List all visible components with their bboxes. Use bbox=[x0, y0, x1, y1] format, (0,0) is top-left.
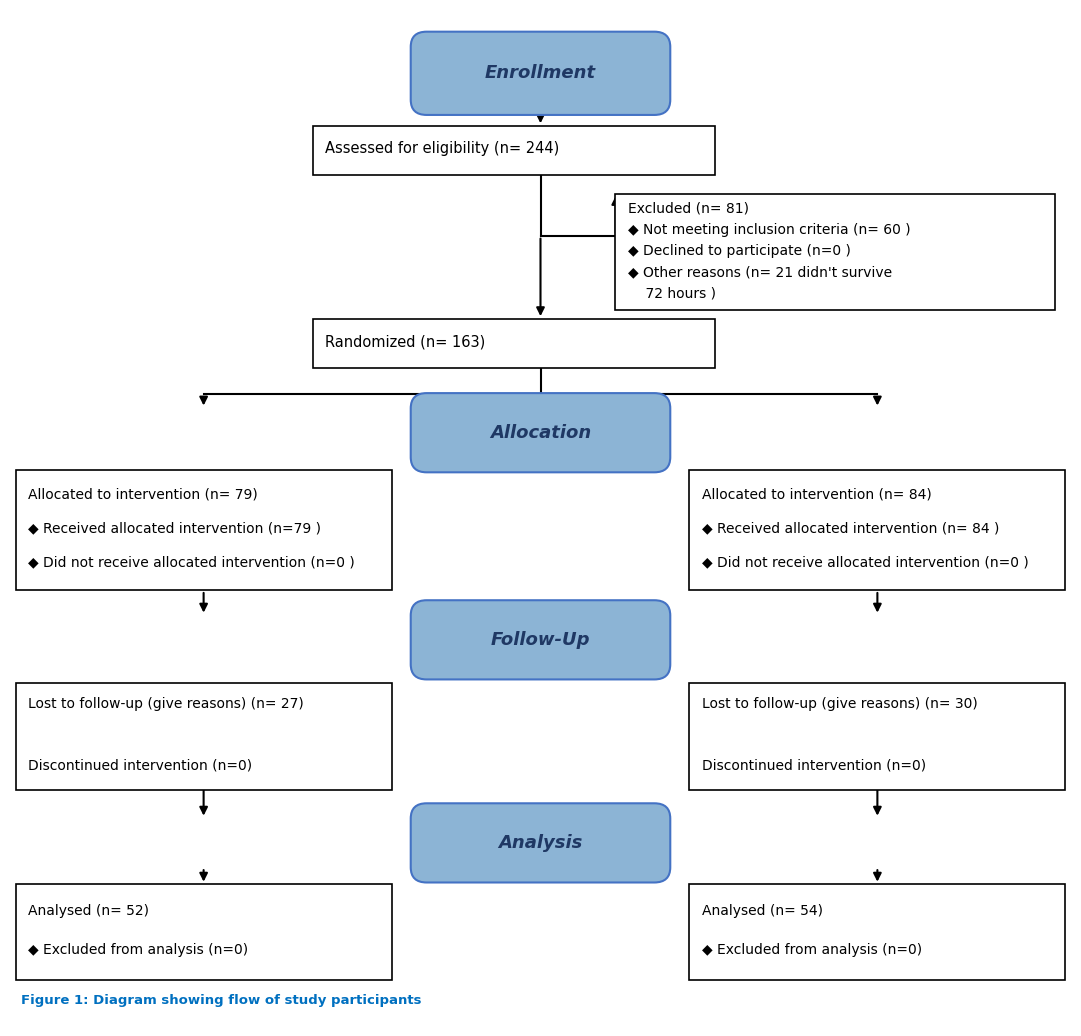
Text: ◆ Did not receive allocated intervention (n=0 ): ◆ Did not receive allocated intervention… bbox=[28, 555, 355, 570]
FancyBboxPatch shape bbox=[15, 470, 391, 591]
FancyBboxPatch shape bbox=[312, 319, 716, 368]
Text: Figure 1: Diagram showing flow of study participants: Figure 1: Diagram showing flow of study … bbox=[22, 995, 422, 1007]
Text: ◆ Excluded from analysis (n=0): ◆ Excluded from analysis (n=0) bbox=[28, 943, 249, 956]
FancyBboxPatch shape bbox=[411, 32, 670, 115]
FancyBboxPatch shape bbox=[690, 683, 1066, 789]
Text: ◆ Received allocated intervention (n=79 ): ◆ Received allocated intervention (n=79 … bbox=[28, 521, 321, 536]
FancyBboxPatch shape bbox=[690, 470, 1066, 591]
FancyBboxPatch shape bbox=[15, 683, 391, 789]
FancyBboxPatch shape bbox=[615, 194, 1055, 311]
Text: Lost to follow-up (give reasons) (n= 27): Lost to follow-up (give reasons) (n= 27) bbox=[28, 697, 304, 712]
Text: Discontinued intervention (n=0): Discontinued intervention (n=0) bbox=[28, 758, 253, 772]
FancyBboxPatch shape bbox=[411, 600, 670, 680]
Text: Analysed (n= 54): Analysed (n= 54) bbox=[702, 904, 823, 918]
Text: Randomized (n= 163): Randomized (n= 163) bbox=[325, 335, 485, 349]
Text: Analysis: Analysis bbox=[498, 834, 583, 852]
Text: ◆ Received allocated intervention (n= 84 ): ◆ Received allocated intervention (n= 84… bbox=[702, 521, 1000, 536]
Text: ◆ Excluded from analysis (n=0): ◆ Excluded from analysis (n=0) bbox=[702, 943, 922, 956]
FancyBboxPatch shape bbox=[312, 126, 716, 175]
Text: Allocated to intervention (n= 79): Allocated to intervention (n= 79) bbox=[28, 487, 258, 501]
FancyBboxPatch shape bbox=[15, 884, 391, 980]
Text: Discontinued intervention (n=0): Discontinued intervention (n=0) bbox=[702, 758, 926, 772]
Text: ◆ Other reasons (n= 21 didn't survive: ◆ Other reasons (n= 21 didn't survive bbox=[628, 265, 892, 279]
Text: Assessed for eligibility (n= 244): Assessed for eligibility (n= 244) bbox=[325, 141, 560, 156]
Text: ◆ Not meeting inclusion criteria (n= 60 ): ◆ Not meeting inclusion criteria (n= 60 … bbox=[628, 223, 910, 236]
FancyBboxPatch shape bbox=[411, 803, 670, 883]
FancyBboxPatch shape bbox=[411, 393, 670, 472]
Text: Lost to follow-up (give reasons) (n= 30): Lost to follow-up (give reasons) (n= 30) bbox=[702, 697, 978, 712]
Text: Enrollment: Enrollment bbox=[485, 64, 596, 82]
Text: Allocated to intervention (n= 84): Allocated to intervention (n= 84) bbox=[702, 487, 932, 501]
Text: ◆ Did not receive allocated intervention (n=0 ): ◆ Did not receive allocated intervention… bbox=[702, 555, 1029, 570]
Text: 72 hours ): 72 hours ) bbox=[628, 286, 716, 300]
Text: Analysed (n= 52): Analysed (n= 52) bbox=[28, 904, 149, 918]
FancyBboxPatch shape bbox=[690, 884, 1066, 980]
Text: Excluded (n= 81): Excluded (n= 81) bbox=[628, 201, 749, 215]
Text: Follow-Up: Follow-Up bbox=[491, 631, 590, 649]
Text: ◆ Declined to participate (n=0 ): ◆ Declined to participate (n=0 ) bbox=[628, 243, 851, 258]
Text: Allocation: Allocation bbox=[490, 424, 591, 441]
